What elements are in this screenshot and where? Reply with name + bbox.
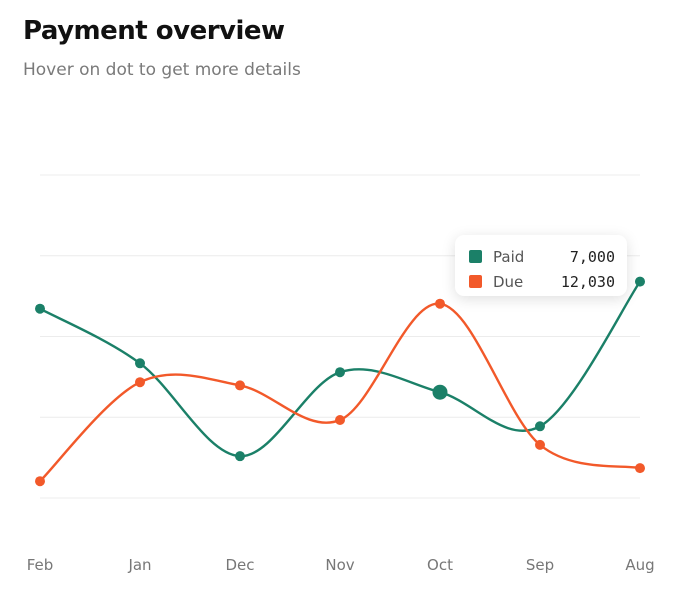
hover-tooltip: Paid 7,000 Due 12,030 [455,235,627,296]
series-lines [38,280,642,483]
x-tick-label-oct: Oct [427,556,453,574]
tooltip-due-label: Due [493,272,524,291]
due-point-feb[interactable] [35,476,45,487]
x-tick-label-sep: Sep [526,556,554,574]
tooltip-due-value: 12,030 [560,272,615,291]
chart-grid [40,174,640,499]
due-point-aug[interactable] [635,463,645,474]
due-point-sep[interactable] [535,439,545,450]
paid-swatch [469,250,482,263]
x-tick-label-nov: Nov [325,556,354,574]
due-swatch [469,275,482,288]
paid-point-feb[interactable] [35,303,45,314]
x-tick-label-dec: Dec [225,556,254,574]
x-tick-label-jan: Jan [127,556,151,574]
paid-point-aug[interactable] [635,276,645,287]
x-tick-label-aug: Aug [625,556,654,574]
tooltip-row-due: Due 12,030 [469,269,615,294]
chart-subtitle: Hover on dot to get more details [23,60,301,80]
x-axis-labels: Feb Jan Dec Nov Oct Sep Aug [27,556,655,574]
paid-point-dec[interactable] [235,451,245,462]
due-point-oct[interactable] [435,298,445,309]
data-points [35,276,645,487]
paid-point-jan[interactable] [135,358,145,369]
tooltip-paid-value: 7,000 [569,247,615,266]
tooltip-row-paid: Paid 7,000 [469,244,615,269]
tooltip-paid-label: Paid [493,247,525,266]
paid-point-oct[interactable] [432,384,448,400]
due-point-dec[interactable] [235,380,245,391]
x-tick-label-feb: Feb [27,556,54,574]
paid-point-sep[interactable] [535,421,545,432]
due-point-nov[interactable] [335,414,345,425]
paid-point-nov[interactable] [335,367,345,378]
due-point-jan[interactable] [135,377,145,388]
chart-title: Payment overview [23,16,285,46]
due-series-line [38,302,642,483]
